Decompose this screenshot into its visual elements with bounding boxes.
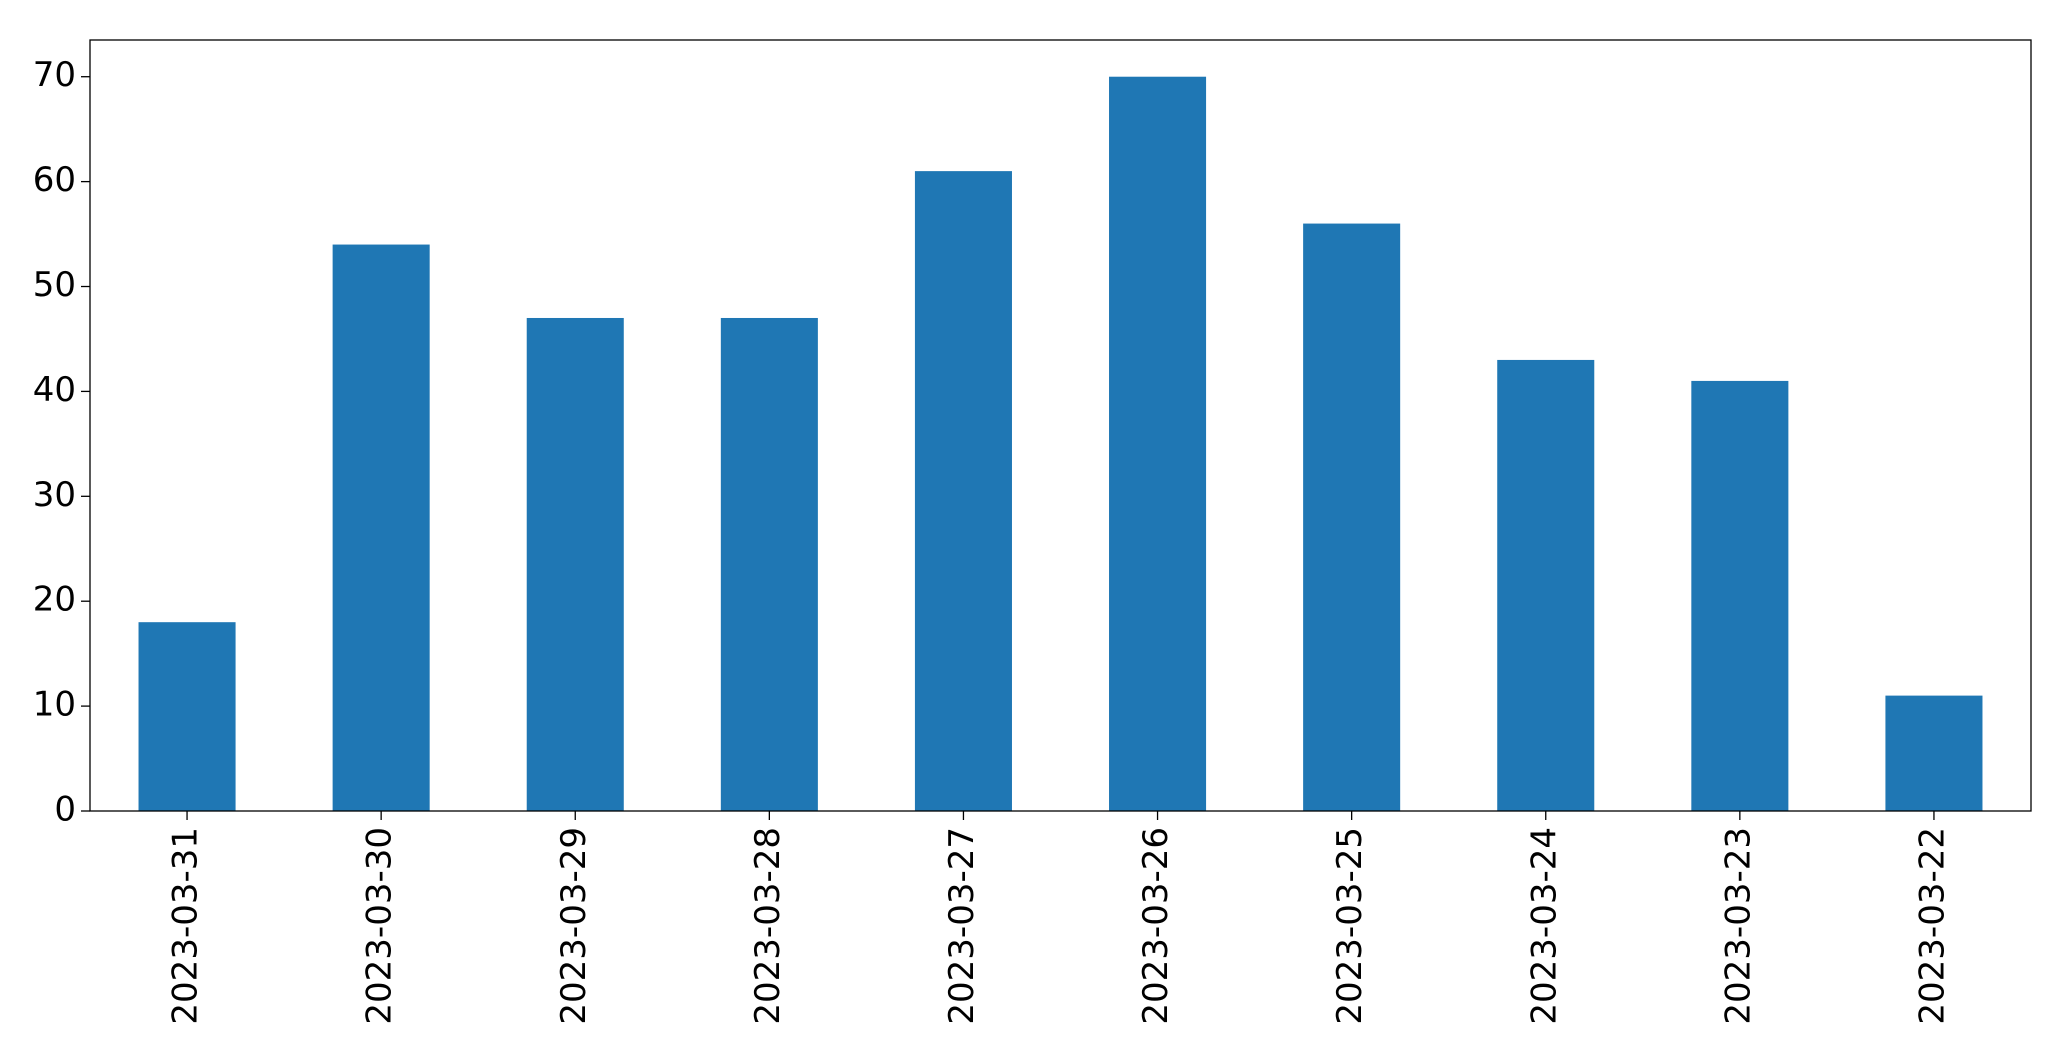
x-tick-label: 2023-03-24 — [1524, 827, 1564, 1025]
bar — [1109, 76, 1207, 811]
y-tick-label: 70 — [33, 55, 76, 95]
bar — [720, 317, 818, 811]
bar — [1691, 380, 1789, 811]
bar — [1303, 223, 1401, 812]
y-tick-label: 40 — [33, 370, 76, 410]
y-tick-label: 60 — [33, 160, 76, 200]
x-tick-label: 2023-03-22 — [1912, 827, 1952, 1025]
y-tick-label: 30 — [33, 475, 76, 515]
x-tick-label: 2023-03-23 — [1718, 827, 1758, 1025]
y-tick-label: 50 — [33, 265, 76, 305]
bar — [1497, 359, 1595, 811]
bar — [526, 317, 624, 811]
y-tick-label: 20 — [33, 580, 76, 620]
plot-frame — [89, 39, 2032, 812]
x-tick-label: 2023-03-27 — [942, 827, 982, 1025]
bar — [1885, 695, 1983, 811]
x-tick-label: 2023-03-28 — [748, 827, 788, 1025]
bar — [138, 622, 236, 811]
x-tick-label: 2023-03-29 — [554, 827, 594, 1025]
bar — [914, 171, 1012, 812]
x-tick-label: 2023-03-30 — [360, 827, 400, 1025]
x-tick-label: 2023-03-26 — [1136, 827, 1176, 1025]
x-tick-label: 2023-03-25 — [1330, 827, 1370, 1025]
y-tick-label: 0 — [54, 790, 76, 830]
y-tick-label: 10 — [33, 685, 76, 725]
x-tick-label: 2023-03-31 — [166, 827, 206, 1025]
bar — [332, 244, 430, 811]
